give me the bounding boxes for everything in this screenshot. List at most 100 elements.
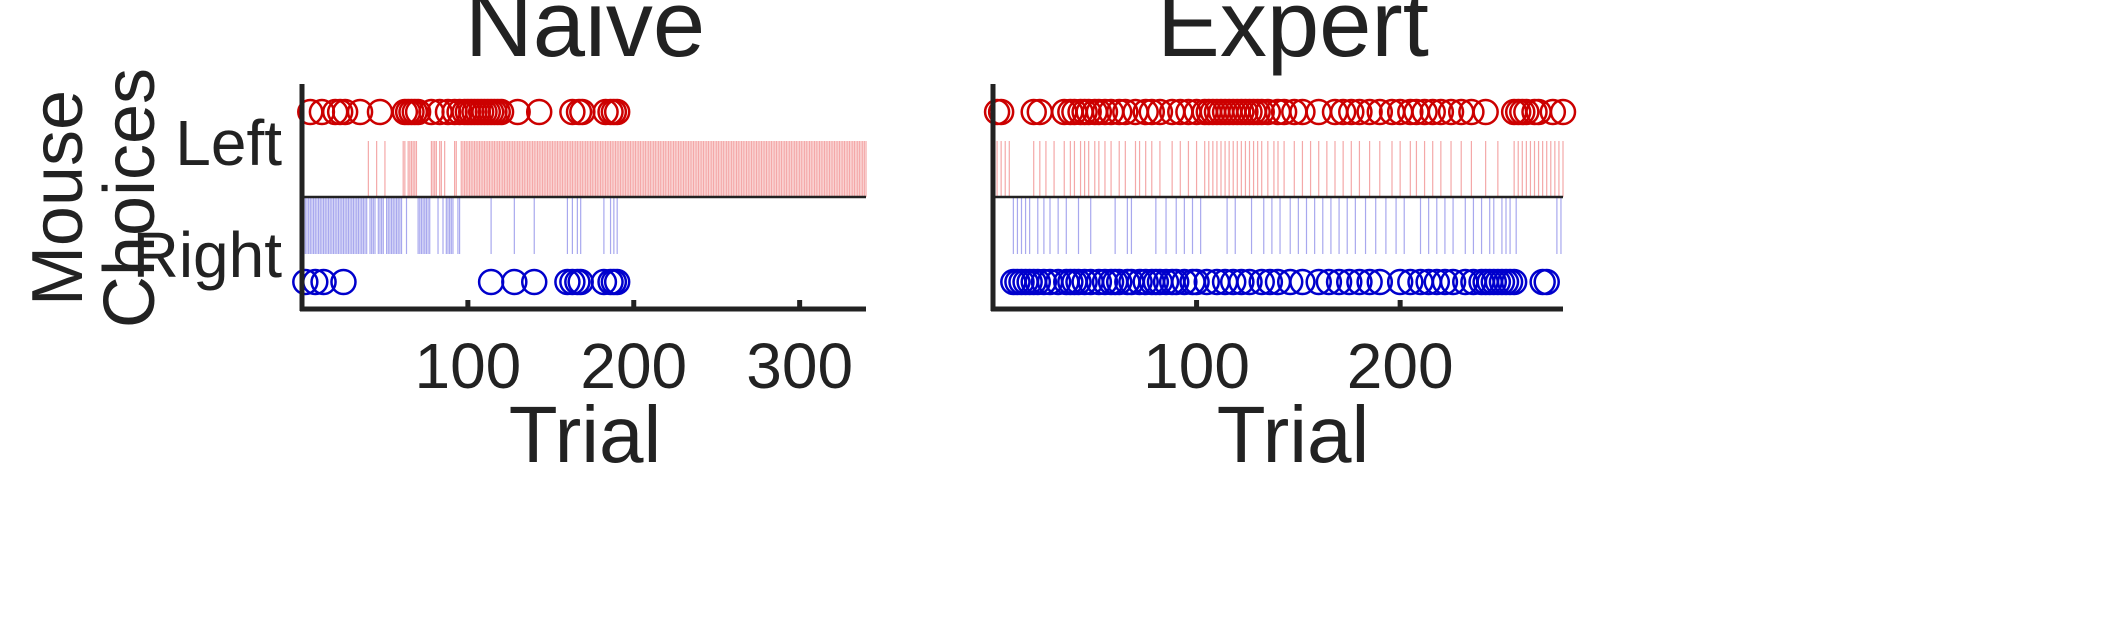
right-marker — [1091, 268, 1119, 296]
left-marker — [1289, 98, 1316, 126]
right-marker — [1431, 268, 1459, 296]
right-marker — [1162, 268, 1190, 296]
right-marker — [1228, 268, 1255, 296]
left-marker — [1419, 98, 1446, 126]
left-marker — [987, 98, 1015, 126]
left-marker — [1549, 98, 1577, 126]
right-marker — [1152, 268, 1180, 296]
left-marker — [1397, 98, 1424, 126]
right-marker — [1171, 268, 1198, 296]
right-marker — [1256, 268, 1284, 296]
right-marker — [1085, 268, 1113, 296]
category-label-right: Right — [133, 219, 283, 291]
left-marker — [1091, 98, 1119, 126]
left-marker — [1112, 98, 1139, 126]
ylabel-line-1: Mouse — [18, 90, 98, 306]
right-marker — [1289, 268, 1316, 296]
left-marker — [1513, 98, 1540, 126]
right-marker — [1305, 268, 1332, 296]
left-marker — [1346, 98, 1373, 126]
left-marker — [1146, 98, 1174, 126]
right-marker — [1423, 268, 1451, 296]
left-marker — [504, 98, 531, 126]
left-marker — [331, 98, 359, 126]
right-marker — [1533, 268, 1560, 296]
left-marker — [1085, 98, 1113, 126]
right-marker — [330, 268, 357, 296]
panel-title: Naive — [465, 0, 705, 76]
left-marker — [1437, 98, 1465, 126]
panel-title: Expert — [1157, 0, 1429, 76]
left-marker — [404, 98, 432, 126]
x-tick-label: 200 — [1347, 330, 1454, 402]
category-label-left: Left — [175, 107, 282, 179]
right-marker — [1315, 268, 1343, 296]
right-marker — [1500, 268, 1528, 296]
right-marker — [1386, 268, 1414, 296]
left-marker — [1411, 98, 1438, 126]
choice-markers — [292, 98, 631, 296]
right-marker — [520, 268, 548, 296]
right-marker — [1248, 268, 1275, 296]
choice-markers — [983, 98, 1577, 296]
right-marker — [1105, 268, 1133, 296]
right-marker — [1219, 268, 1247, 296]
panel-naive: Naive 100 200 300 Left Right Trial — [133, 0, 867, 479]
right-marker — [1193, 268, 1220, 296]
choice-lines — [996, 141, 1564, 254]
right-marker — [1397, 268, 1424, 296]
right-marker — [477, 268, 505, 296]
right-marker — [1336, 268, 1363, 296]
right-marker — [1030, 268, 1058, 296]
x-tick-label: 200 — [580, 330, 687, 402]
left-marker — [1254, 98, 1282, 126]
left-marker — [1472, 98, 1499, 126]
x-axis-label: Trial — [509, 390, 662, 479]
left-marker — [487, 98, 515, 126]
right-marker — [1366, 268, 1394, 296]
right-marker — [1126, 268, 1153, 296]
left-marker — [1075, 98, 1102, 126]
right-marker — [1276, 268, 1304, 296]
left-marker — [1138, 98, 1166, 126]
left-marker — [1539, 98, 1567, 126]
left-marker — [1356, 98, 1383, 126]
left-marker — [1338, 98, 1365, 126]
right-marker — [1044, 268, 1072, 296]
right-marker — [1183, 268, 1210, 296]
right-marker — [1024, 268, 1052, 296]
left-marker — [1248, 98, 1275, 126]
x-tick-label: 100 — [414, 330, 521, 402]
left-marker — [559, 98, 586, 126]
left-marker — [525, 98, 553, 126]
right-marker — [603, 268, 631, 296]
ylabel-line-2: Choices — [90, 68, 170, 328]
right-marker — [1065, 268, 1092, 296]
x-tick-label: 100 — [1143, 330, 1250, 402]
left-marker — [1458, 98, 1485, 126]
left-marker — [1427, 98, 1455, 126]
right-marker — [1346, 268, 1373, 296]
right-marker — [1236, 268, 1263, 296]
left-marker — [1366, 98, 1394, 126]
right-marker — [292, 268, 319, 296]
right-marker — [1439, 268, 1467, 296]
left-marker — [1105, 98, 1133, 126]
right-marker — [1325, 268, 1353, 296]
left-marker — [1132, 98, 1159, 126]
left-marker — [603, 98, 631, 126]
left-marker — [1020, 98, 1047, 126]
left-marker — [1270, 98, 1298, 126]
x-tick-label: 300 — [746, 330, 853, 402]
right-marker — [310, 268, 337, 296]
left-marker — [346, 98, 374, 126]
right-marker — [501, 268, 528, 296]
right-marker — [590, 268, 618, 296]
choice-lines — [303, 141, 867, 254]
right-marker — [1132, 268, 1159, 296]
right-marker — [1356, 268, 1383, 296]
right-marker — [1071, 268, 1098, 296]
